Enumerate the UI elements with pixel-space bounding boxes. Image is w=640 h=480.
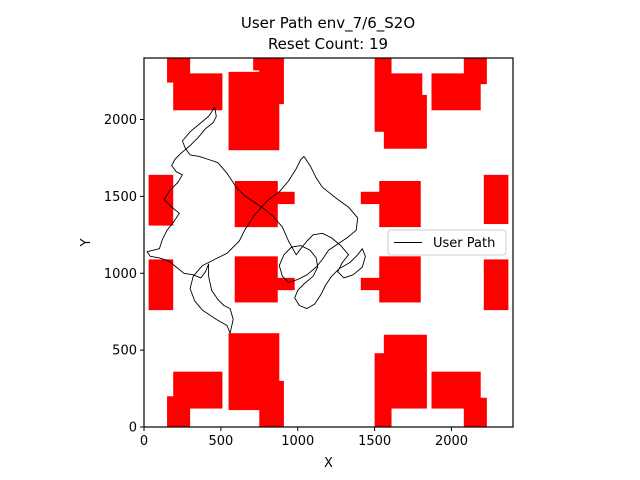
obstacle-layer xyxy=(148,58,509,427)
y-tick-label: 1000 xyxy=(104,267,137,282)
obstacle-11 xyxy=(148,174,174,226)
obstacle-19 xyxy=(273,277,295,291)
y-axis: 0 500 1000 1500 2000 xyxy=(104,113,144,436)
y-tick-label: 0 xyxy=(129,421,137,436)
x-axis: 0 500 1000 1500 2000 xyxy=(140,427,468,449)
chart-subtitle: Reset Count: 19 xyxy=(268,35,388,53)
obstacle-26 xyxy=(167,396,191,427)
y-tick-label: 1500 xyxy=(104,190,137,205)
series-line-user-path xyxy=(146,106,366,334)
chart-title: User Path env_7/6_S2O xyxy=(241,14,415,33)
obstacle-8 xyxy=(383,94,427,149)
y-axis-label: Y xyxy=(79,238,94,247)
legend-box xyxy=(387,229,507,256)
obstacle-14 xyxy=(360,191,383,205)
obstacle-10 xyxy=(463,58,487,85)
legend-label-user-path: User Path xyxy=(433,236,495,251)
obstacle-15 xyxy=(379,181,421,228)
y-tick-label: 2000 xyxy=(104,113,137,128)
x-tick-label: 2000 xyxy=(435,434,468,449)
obstacle-2 xyxy=(173,73,223,111)
plot-frame xyxy=(143,57,514,428)
obstacle-16 xyxy=(483,174,509,225)
obstacle-13 xyxy=(273,191,295,205)
obstacle-17 xyxy=(148,259,174,311)
obstacle-28 xyxy=(383,334,427,409)
y-tick-label: 500 xyxy=(112,344,137,359)
obstacle-21 xyxy=(379,256,421,303)
obstacle-5 xyxy=(259,58,284,105)
obstacle-18 xyxy=(234,256,278,303)
x-tick-label: 0 xyxy=(140,434,148,449)
x-tick-label: 1500 xyxy=(358,434,391,449)
obstacle-30 xyxy=(463,397,487,427)
obstacle-24 xyxy=(259,380,284,427)
path-layer xyxy=(146,106,366,334)
x-tick-label: 500 xyxy=(208,434,233,449)
x-tick-label: 1000 xyxy=(281,434,314,449)
legend: User Path xyxy=(387,229,507,256)
obstacle-22 xyxy=(483,259,509,311)
x-axis-label: X xyxy=(324,456,333,471)
obstacle-20 xyxy=(360,277,383,291)
